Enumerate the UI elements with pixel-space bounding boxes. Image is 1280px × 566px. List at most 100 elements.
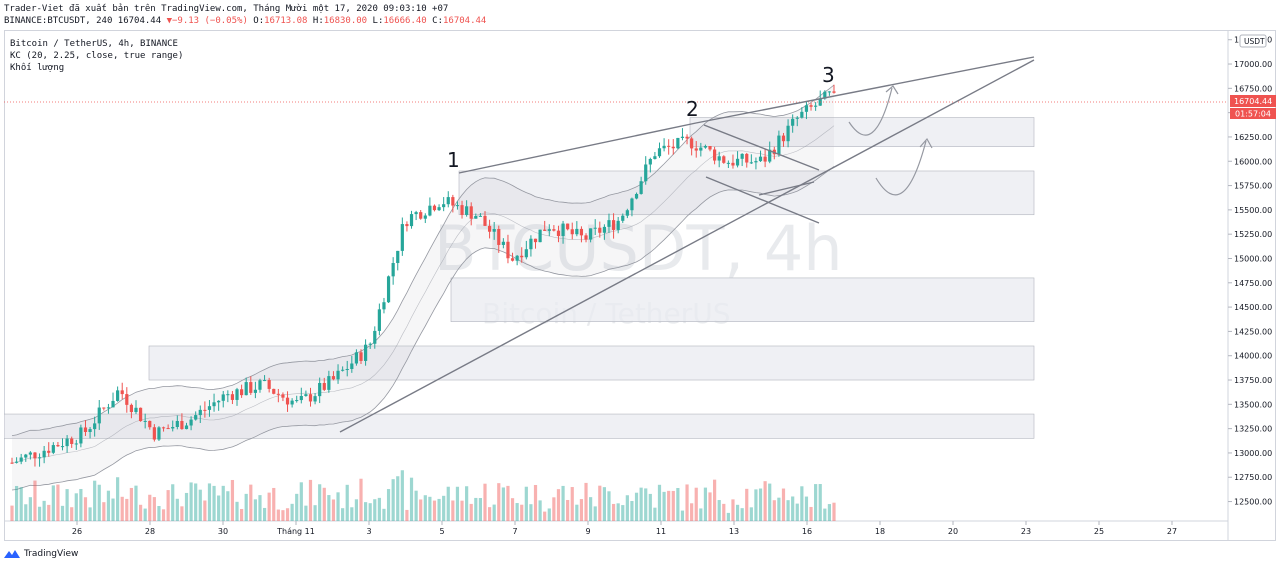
- volume-bar: [116, 477, 120, 521]
- candle-body: [148, 420, 152, 428]
- time-axis-ticks[interactable]: 26 28 30 Tháng 11 3 5 7 9 11 13 16 18 20 23 25 27: [72, 521, 1177, 536]
- candle-body: [584, 235, 588, 240]
- flag-base-line[interactable]: [758, 181, 815, 196]
- lower-band: [11, 166, 835, 491]
- candle-body: [469, 206, 473, 219]
- candle-body: [680, 136, 685, 138]
- candle-body: [676, 137, 680, 149]
- candle-body: [377, 309, 381, 331]
- volume-bar: [295, 493, 299, 521]
- volume-bar: [207, 483, 212, 521]
- chart-pane[interactable]: BTCUSDT, 4h Bitcoin / TetherUS 1 2 3 172…: [4, 30, 1276, 541]
- volume-bar: [276, 509, 280, 521]
- candle-body: [391, 263, 395, 277]
- volume-bar: [212, 485, 216, 521]
- candle-body: [639, 181, 643, 194]
- volume-bar: [827, 504, 832, 521]
- candle-body: [24, 454, 28, 458]
- volume-bar: [409, 477, 414, 521]
- volume-bar: [547, 508, 551, 521]
- volume-bar: [386, 489, 391, 521]
- volume-bar: [437, 498, 441, 521]
- candle-body: [589, 228, 593, 240]
- candle-body: [781, 135, 786, 142]
- price-tick-label: 14250.00: [1234, 327, 1272, 336]
- volume-bar: [501, 487, 505, 521]
- middle-band: [11, 125, 835, 464]
- last-price-value: 16704.44: [117, 16, 162, 26]
- footer: TradingView: [4, 546, 78, 562]
- volume-bar: [694, 487, 698, 521]
- candle-body: [327, 376, 331, 390]
- wave-label-1: 1: [447, 148, 460, 172]
- down-arrow-icon: ▼: [166, 16, 172, 26]
- volume-bar: [262, 507, 267, 521]
- trend-lines[interactable]: [339, 56, 1035, 433]
- volume-bar: [708, 492, 712, 521]
- volume-bar: [184, 492, 189, 521]
- candle-body: [354, 352, 359, 364]
- volume-bar: [308, 479, 313, 521]
- candle-body: [722, 156, 726, 163]
- time-tick-label: 16: [802, 527, 812, 536]
- volume-bar: [74, 493, 78, 521]
- volume-bar: [570, 487, 574, 521]
- candle-body: [552, 229, 556, 231]
- volume-bar: [373, 499, 377, 521]
- chart-title: Bitcoin / TetherUS, 4h, BINANCE: [10, 39, 178, 49]
- volume-bar: [818, 484, 822, 521]
- low-label: L:: [372, 16, 384, 26]
- volume-bar: [487, 507, 492, 521]
- candle-body: [414, 212, 418, 215]
- candle-body: [262, 380, 267, 382]
- candle-body: [735, 158, 740, 166]
- volume-bar: [639, 487, 643, 521]
- flag-lower-line[interactable]: [705, 176, 820, 224]
- volume-bar: [520, 504, 524, 521]
- candle-body: [419, 212, 423, 219]
- volume-bar: [354, 499, 359, 521]
- upper-wedge-line[interactable]: [458, 56, 1035, 174]
- volume-bar: [235, 501, 239, 521]
- flag-upper-line[interactable]: [703, 124, 820, 171]
- low-value: 16666.40: [383, 16, 427, 26]
- candle-body: [56, 445, 60, 447]
- volume-bar: [510, 498, 515, 521]
- volume-bar: [699, 508, 703, 521]
- brand-label: TradingView: [24, 549, 79, 559]
- volume-bar: [382, 508, 386, 521]
- candle-body: [823, 91, 827, 99]
- time-tick-label: 20: [948, 527, 958, 536]
- candle-body: [483, 215, 487, 226]
- upper-band: [11, 84, 835, 436]
- volume-bar: [414, 490, 418, 521]
- volume-bar: [180, 506, 184, 521]
- projection-arrows: [848, 85, 933, 196]
- volume-bar: [285, 508, 290, 521]
- candle-body: [161, 427, 166, 429]
- volume-bar: [194, 483, 198, 521]
- candle-body: [754, 161, 758, 163]
- candle-body: [442, 204, 446, 208]
- candle-body: [299, 396, 303, 401]
- volume-bar: [791, 496, 795, 521]
- volume-bar: [290, 503, 294, 521]
- volume-bar: [363, 502, 368, 521]
- volume-bar: [566, 499, 570, 521]
- volume-bar: [405, 509, 409, 521]
- lower-wedge-line[interactable]: [339, 59, 1035, 433]
- candle-body: [341, 369, 345, 371]
- candle-body: [249, 382, 253, 393]
- volume-bar: [79, 488, 83, 521]
- volume-bar: [359, 478, 363, 521]
- volume-bar: [400, 470, 404, 521]
- candle-body: [106, 407, 111, 409]
- volume-bar: [621, 505, 625, 521]
- candle-body: [538, 229, 542, 243]
- currency-box[interactable]: [1239, 34, 1267, 48]
- volume-bar: [745, 488, 749, 521]
- candle-body: [827, 91, 832, 93]
- volume-bar: [143, 508, 147, 521]
- candle-body: [258, 380, 262, 390]
- candle-body: [244, 382, 248, 396]
